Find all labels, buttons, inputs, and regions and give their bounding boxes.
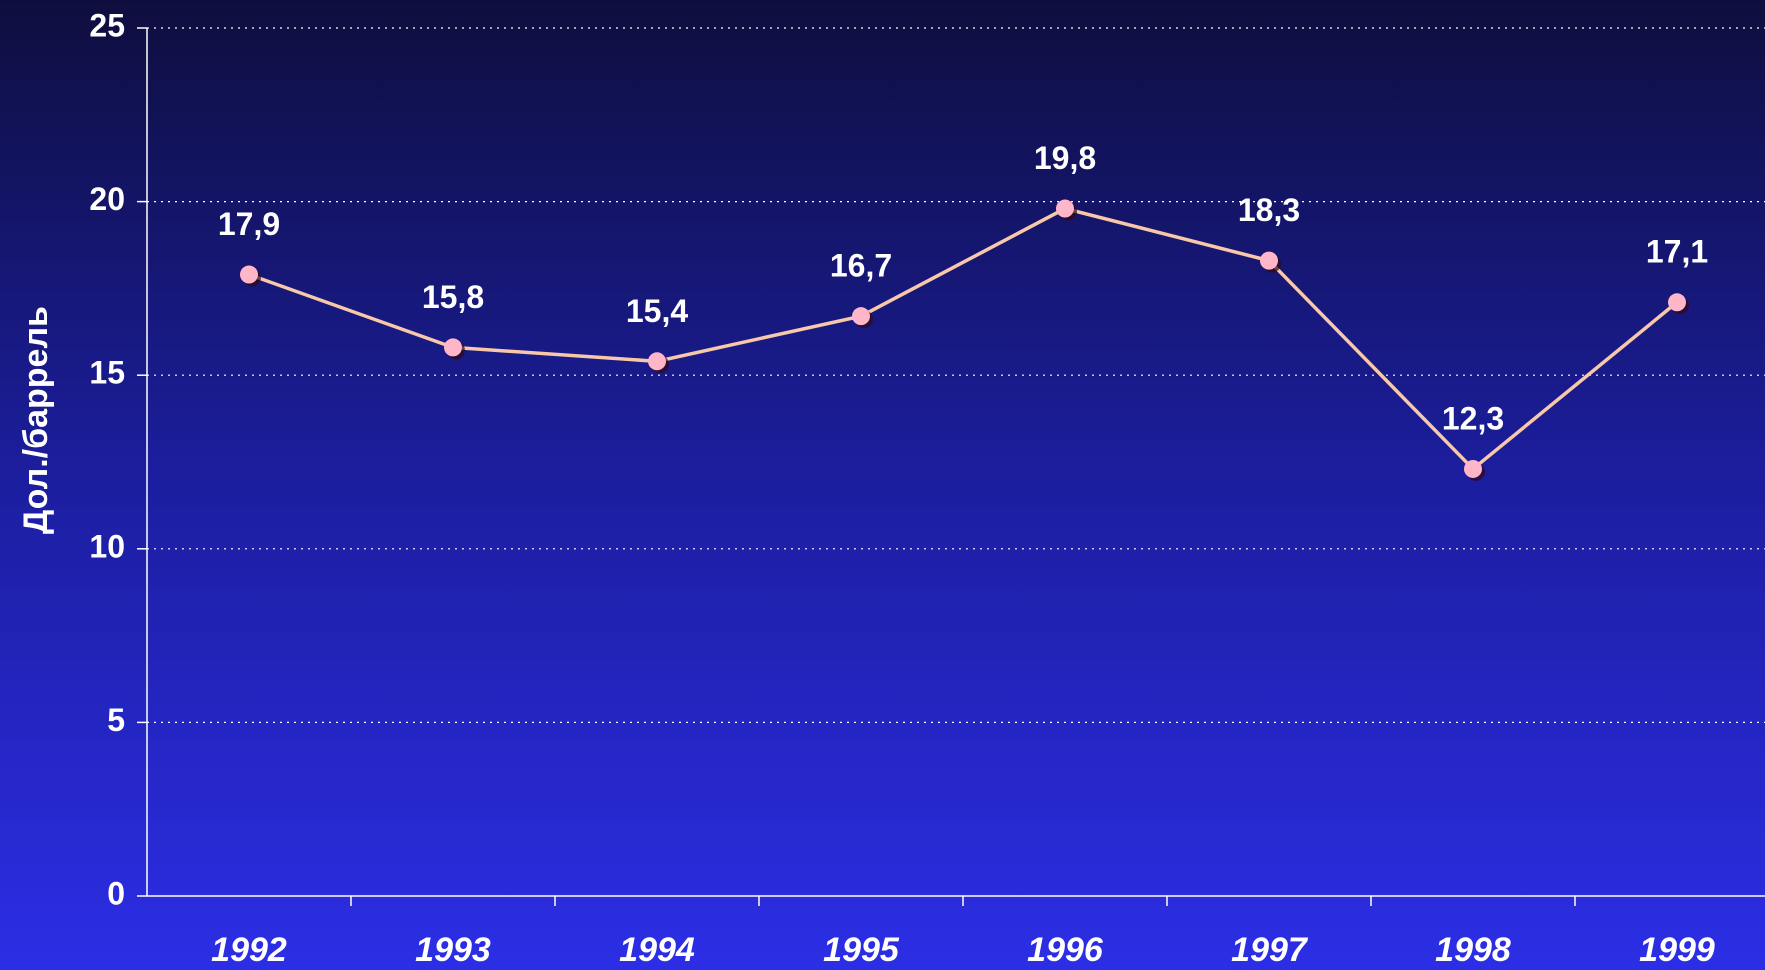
marker <box>648 352 666 371</box>
marker <box>1668 293 1686 312</box>
data-label: 15,4 <box>626 293 688 329</box>
x-tick-label: 1999 <box>1639 931 1715 969</box>
data-label: 19,8 <box>1034 140 1096 176</box>
marker <box>240 265 258 284</box>
x-tick-label: 1998 <box>1435 931 1511 969</box>
y-tick-label: 25 <box>89 7 125 43</box>
marker <box>444 338 462 357</box>
data-label: 17,9 <box>218 206 280 242</box>
x-tick-label: 1997 <box>1231 931 1309 969</box>
x-tick-label: 1996 <box>1027 931 1104 969</box>
y-tick-label: 5 <box>107 702 125 738</box>
data-label: 18,3 <box>1238 192 1300 228</box>
y-axis-title: Дол./баррель <box>17 306 55 534</box>
x-tick-label: 1995 <box>823 931 900 969</box>
x-tick-label: 1993 <box>415 931 491 969</box>
y-tick-label: 10 <box>89 528 125 564</box>
marker <box>1260 251 1278 270</box>
y-tick-label: 20 <box>89 181 125 217</box>
x-tick-label: 1994 <box>619 931 695 969</box>
data-label: 15,8 <box>422 279 484 315</box>
data-label: 12,3 <box>1442 400 1504 436</box>
data-label: 16,7 <box>830 248 892 284</box>
x-tick-label: 1992 <box>211 931 287 969</box>
y-tick-label: 0 <box>107 875 125 911</box>
marker <box>1464 459 1482 478</box>
marker <box>852 307 870 326</box>
data-label: 17,1 <box>1646 234 1708 270</box>
line <box>248 206 1679 472</box>
y-tick-label: 15 <box>89 355 125 391</box>
marker <box>1056 199 1074 218</box>
